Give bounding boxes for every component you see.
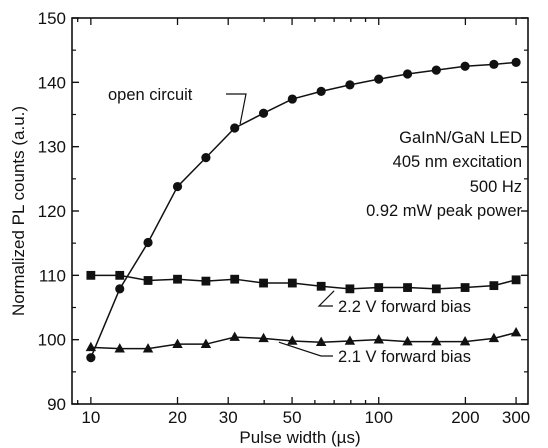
- data-point: [258, 332, 269, 343]
- data-point: [316, 281, 326, 291]
- annotation-open-circuit: open circuit: [108, 86, 193, 104]
- data-point: [201, 153, 211, 163]
- data-point: [114, 343, 125, 353]
- data-point: [86, 353, 96, 363]
- data-point: [459, 335, 471, 346]
- x-tick-label: 20: [168, 408, 187, 427]
- data-point: [143, 276, 153, 285]
- annotation-leader: [226, 93, 247, 125]
- data-point: [431, 65, 441, 75]
- series-open-circuit: [86, 57, 521, 363]
- data-point: [315, 336, 327, 347]
- y-axis-label: Normalized PL counts (a.u.): [9, 106, 28, 316]
- y-tick-label: 140: [38, 73, 66, 92]
- data-point: [403, 283, 412, 292]
- data-point: [345, 284, 355, 294]
- data-point: [316, 86, 326, 96]
- data-point: [373, 334, 384, 344]
- plot-area: [85, 57, 522, 363]
- x-axis-label: Pulse width (µs): [239, 428, 360, 447]
- y-tick-label: 100: [38, 331, 66, 350]
- y-tick-label: 110: [39, 266, 66, 285]
- data-point: [200, 338, 212, 348]
- data-point: [431, 284, 441, 294]
- series-line: [90, 274, 517, 290]
- info-line: 500 Hz: [470, 178, 522, 196]
- data-point: [287, 278, 297, 288]
- series-line: [90, 61, 517, 358]
- data-point: [172, 338, 183, 348]
- series-2-2v-forward-bias: [86, 270, 521, 294]
- data-point: [259, 278, 268, 288]
- data-point: [201, 276, 211, 286]
- data-point: [374, 74, 384, 84]
- data-point: [402, 335, 413, 346]
- data-point: [488, 332, 500, 343]
- data-point: [173, 274, 182, 284]
- data-point: [489, 281, 499, 291]
- x-tick-label: 100: [365, 408, 393, 427]
- data-point: [229, 331, 240, 341]
- data-point: [344, 335, 356, 345]
- data-point: [510, 326, 522, 337]
- y-tick-label: 120: [38, 202, 66, 221]
- data-point: [345, 80, 355, 90]
- x-tick-label: 50: [283, 408, 302, 427]
- y-tick-label: 90: [47, 395, 66, 414]
- x-tick-label: 200: [451, 408, 479, 427]
- annotation-2-1v-forward-bias: 2.1 V forward bias: [338, 348, 471, 366]
- data-point: [230, 123, 240, 133]
- measurement-info: GaInN/GaN LED 405 nm excitation 500 Hz 0.92…: [366, 129, 522, 220]
- data-point: [172, 181, 183, 192]
- data-point: [511, 57, 521, 67]
- axis-ticks: [72, 17, 528, 405]
- data-point: [511, 275, 521, 285]
- y-tick-label: 130: [38, 138, 66, 157]
- data-point: [402, 69, 413, 79]
- x-tick-label: 10: [81, 408, 100, 427]
- tick-labels: 90 100 110 120 130 140 150 10 20 30 50 100 200 300: [38, 9, 531, 427]
- info-line: GaInN/GaN LED: [399, 129, 522, 147]
- annotation-2-2v-forward-bias: 2.2 V forward bias: [338, 298, 471, 316]
- data-point: [143, 237, 153, 248]
- data-point: [258, 108, 269, 118]
- data-point: [230, 274, 240, 284]
- annotation-leader: [278, 341, 333, 357]
- data-point: [86, 270, 96, 280]
- data-point: [460, 283, 470, 292]
- series-2-1v-forward-bias: [85, 326, 522, 353]
- data-point: [115, 270, 125, 280]
- data-point: [85, 341, 97, 352]
- data-point: [142, 343, 154, 353]
- data-point: [287, 335, 298, 345]
- data-point: [287, 94, 297, 104]
- series-line: [90, 331, 517, 350]
- annotation-leader: [317, 290, 335, 307]
- data-point: [374, 283, 384, 292]
- x-tick-label: 30: [219, 408, 238, 427]
- info-line: 0.92 mW peak power: [366, 202, 522, 220]
- x-tick-label: 300: [502, 408, 530, 427]
- info-line: 405 nm excitation: [393, 153, 522, 171]
- data-point: [489, 59, 499, 69]
- y-tick-label: 150: [38, 9, 66, 28]
- data-point: [115, 284, 125, 294]
- data-point: [431, 335, 442, 346]
- series-annotations: open circuit 2.2 V forward bias 2.1 V forw…: [108, 86, 471, 366]
- data-point: [460, 61, 470, 71]
